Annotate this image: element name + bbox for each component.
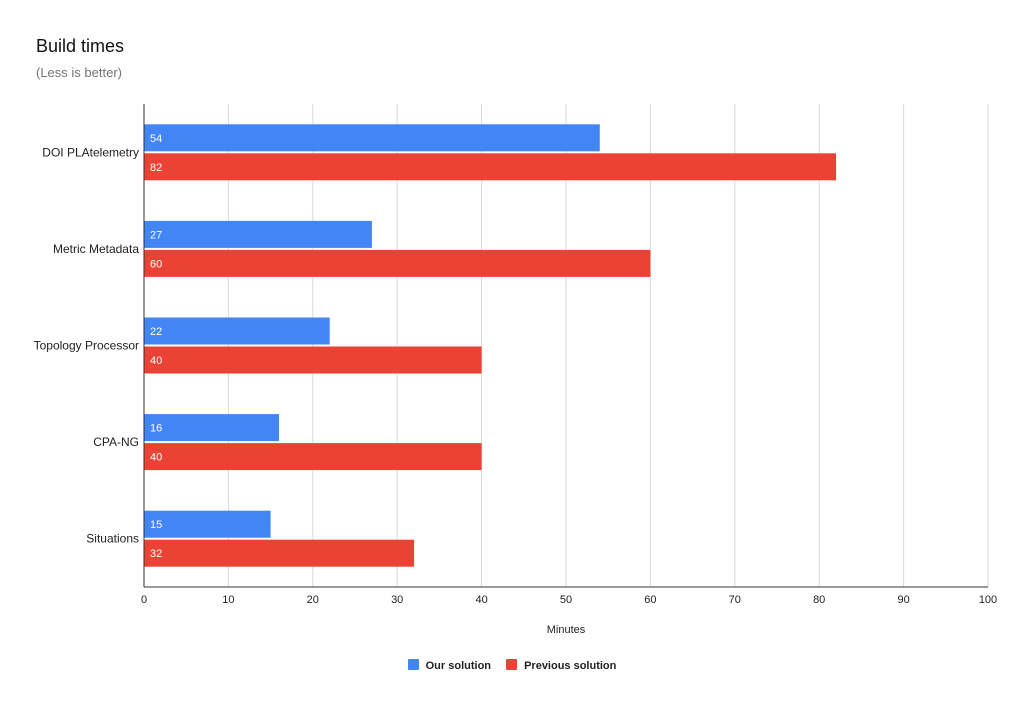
chart-subtitle: (Less is better) bbox=[36, 65, 122, 80]
x-tick-label: 40 bbox=[475, 594, 487, 606]
x-tick-label: 80 bbox=[813, 594, 825, 606]
legend-swatch-previous-solution bbox=[506, 659, 518, 670]
x-tick-label: 50 bbox=[560, 594, 572, 606]
data-label: 54 bbox=[150, 133, 162, 145]
category-label: Topology Processor bbox=[34, 339, 139, 353]
bars: 54 82 27 60 22 40 16 40 15 32 bbox=[144, 124, 837, 567]
data-label: 40 bbox=[150, 355, 162, 367]
data-label: 40 bbox=[150, 452, 162, 464]
x-tick-label: 100 bbox=[979, 594, 997, 606]
x-tick-label: 10 bbox=[222, 594, 234, 606]
data-label: 82 bbox=[150, 162, 162, 174]
x-tick-label: 0 bbox=[141, 594, 147, 606]
x-tick-label: 70 bbox=[729, 594, 741, 606]
legend-label: Previous solution bbox=[524, 660, 617, 672]
data-label: 60 bbox=[150, 258, 162, 270]
x-tick-label: 60 bbox=[644, 594, 656, 606]
bar-previous-solution[interactable] bbox=[144, 153, 837, 181]
bar-previous-solution[interactable] bbox=[144, 539, 415, 567]
x-tick-label: 30 bbox=[391, 594, 403, 606]
bar-previous-solution[interactable] bbox=[144, 443, 482, 471]
category-label: CPA-NG bbox=[93, 435, 139, 449]
legend-swatch-our-solution bbox=[407, 659, 419, 670]
legend-label: Our solution bbox=[425, 660, 492, 672]
bar-our-solution[interactable] bbox=[144, 414, 280, 442]
data-label: 15 bbox=[150, 519, 162, 531]
data-label: 32 bbox=[150, 548, 162, 560]
data-label: 16 bbox=[150, 423, 162, 435]
gridlines bbox=[227, 104, 989, 587]
bar-previous-solution[interactable] bbox=[144, 249, 651, 277]
category-label: Situations bbox=[86, 532, 139, 546]
bar-our-solution[interactable] bbox=[144, 124, 600, 152]
legend-item-our-solution[interactable]: Our solution bbox=[407, 659, 492, 672]
x-tick-label: 20 bbox=[307, 594, 319, 606]
axes: 0 10 20 30 40 50 60 70 80 90 100 DOI PLAtelemetry Me… bbox=[34, 104, 997, 606]
chart-title: Build times bbox=[36, 36, 125, 56]
bar-previous-solution[interactable] bbox=[144, 346, 482, 374]
bar-our-solution[interactable] bbox=[144, 317, 330, 345]
bar-our-solution[interactable] bbox=[144, 510, 271, 538]
x-axis-title: Minutes bbox=[547, 624, 586, 636]
legend: Our solution Previous solution bbox=[0, 659, 1024, 672]
bar-our-solution[interactable] bbox=[144, 220, 372, 248]
data-label: 22 bbox=[150, 326, 162, 338]
legend-item-previous-solution[interactable]: Previous solution bbox=[506, 659, 616, 672]
category-label: DOI PLAtelemetry bbox=[42, 145, 139, 159]
x-tick-label: 90 bbox=[897, 594, 909, 606]
data-label: 27 bbox=[150, 229, 162, 241]
category-label: Metric Metadata bbox=[53, 242, 139, 256]
